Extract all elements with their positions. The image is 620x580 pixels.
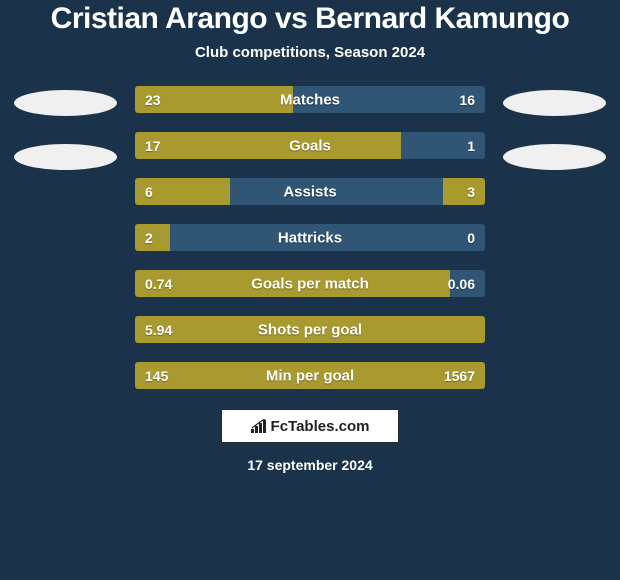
avatar-left-2: [14, 144, 117, 170]
avatar-col-left: [14, 86, 117, 170]
subtitle: Club competitions, Season 2024: [195, 44, 425, 61]
bar-label: Matches: [280, 91, 340, 108]
bar-value-left: 2: [145, 230, 153, 246]
stat-bar: Matches 23 16: [135, 86, 485, 113]
bar-label: Assists: [283, 183, 336, 200]
content-row: Matches 23 16 Goals 17 1 Assists 6 3 Hattricks 2 0 G…: [0, 86, 620, 389]
bar-value-right: 16: [459, 92, 475, 108]
stat-bar: Goals per match 0.74 0.06: [135, 270, 485, 297]
bar-value-left: 17: [145, 138, 161, 154]
bar-label: Goals per match: [251, 275, 369, 292]
avatar-right-1: [503, 90, 606, 116]
date: 17 september 2024: [247, 457, 372, 473]
bar-value-left: 6: [145, 184, 153, 200]
avatar-right-2: [503, 144, 606, 170]
bar-value-left: 0.74: [145, 276, 172, 292]
bar-label: Shots per goal: [258, 321, 362, 338]
chart-icon: [251, 419, 267, 433]
bar-value-left: 145: [145, 368, 168, 384]
bars-column: Matches 23 16 Goals 17 1 Assists 6 3 Hattricks 2 0 G…: [135, 86, 485, 389]
stat-bar: Assists 6 3: [135, 178, 485, 205]
avatar-left-1: [14, 90, 117, 116]
bar-fill-left: [135, 132, 401, 159]
stat-bar: Goals 17 1: [135, 132, 485, 159]
bar-label: Goals: [289, 137, 331, 154]
stat-bar: Min per goal 145 1567: [135, 362, 485, 389]
stat-bar: Hattricks 2 0: [135, 224, 485, 251]
bar-value-right: 1: [467, 138, 475, 154]
bar-value-right: 0.06: [448, 276, 475, 292]
footer: FcTables.com 17 september 2024: [221, 409, 399, 473]
bar-value-right: 0: [467, 230, 475, 246]
stat-bar: Shots per goal 5.94: [135, 316, 485, 343]
bar-label: Hattricks: [278, 229, 342, 246]
bar-label: Min per goal: [266, 367, 354, 384]
bar-value-left: 23: [145, 92, 161, 108]
bar-value-right: 1567: [444, 368, 475, 384]
bar-value-right: 3: [467, 184, 475, 200]
fctables-badge[interactable]: FcTables.com: [221, 409, 399, 443]
container: Cristian Arango vs Bernard Kamungo Club …: [0, 0, 620, 580]
fctables-text: FcTables.com: [271, 418, 370, 435]
avatar-col-right: [503, 86, 606, 170]
bar-value-left: 5.94: [145, 322, 172, 338]
page-title: Cristian Arango vs Bernard Kamungo: [51, 2, 570, 36]
bar-fill-right: [443, 178, 485, 205]
